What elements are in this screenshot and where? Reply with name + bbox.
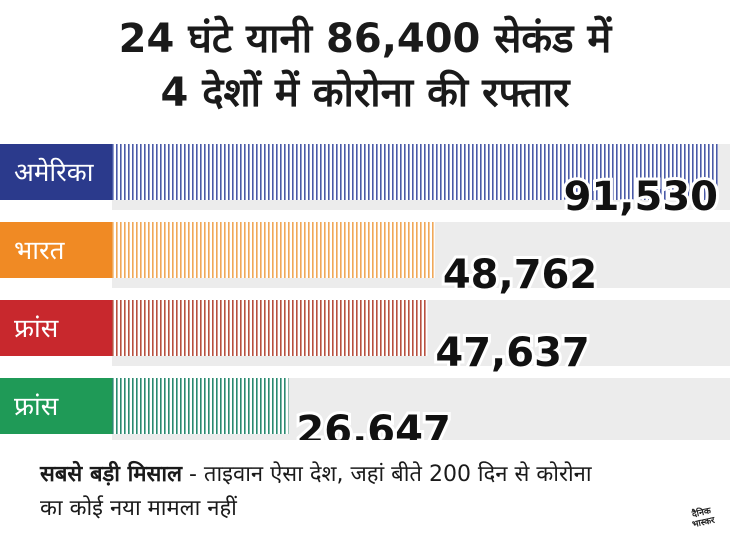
- bar-chart-svg: अमेरिका 91,530 भारत 48,762 फ्रांस 47,637 फ्रां…: [0, 144, 730, 440]
- footnote-bold: सबसे बड़ी मिसाल: [40, 462, 182, 487]
- category-label: फ्रांस: [14, 314, 59, 344]
- bar: [112, 378, 289, 434]
- category-label: फ्रांस: [14, 392, 59, 422]
- category-label: अमेरिका: [14, 157, 95, 188]
- value-label: 47,637: [435, 330, 589, 376]
- category-label-box: [0, 300, 112, 356]
- title-line-2: 4 देशों में कोरोना की रफ्तार: [160, 70, 570, 116]
- value-label: 26,647: [296, 408, 450, 440]
- footnote: सबसे बड़ी मिसाल - ताइवान ऐसा देश, जहां ब…: [40, 458, 620, 526]
- category-label-box: [0, 222, 112, 278]
- bar: [112, 144, 718, 200]
- publisher-logo: दैनिक भास्कर: [680, 504, 728, 546]
- chart-title: 24 घंटे यानी 86,400 सेकंड में 4 देशों मे…: [0, 12, 730, 120]
- bar: [112, 300, 428, 356]
- bar-chart: अमेरिका 91,530 भारत 48,762 फ्रांस 47,637 फ्रां…: [0, 140, 730, 440]
- footnote-text: - ताइवान ऐसा देश, जहां बीते 200 दिन से क…: [40, 462, 592, 521]
- value-label: 48,762: [443, 252, 597, 298]
- category-label: भारत: [14, 236, 66, 266]
- value-label: 91,530: [564, 174, 718, 220]
- category-label-box: [0, 144, 112, 200]
- category-label-box: [0, 378, 112, 434]
- title-line-1: 24 घंटे यानी 86,400 सेकंड में: [118, 16, 612, 62]
- bar: [112, 222, 435, 278]
